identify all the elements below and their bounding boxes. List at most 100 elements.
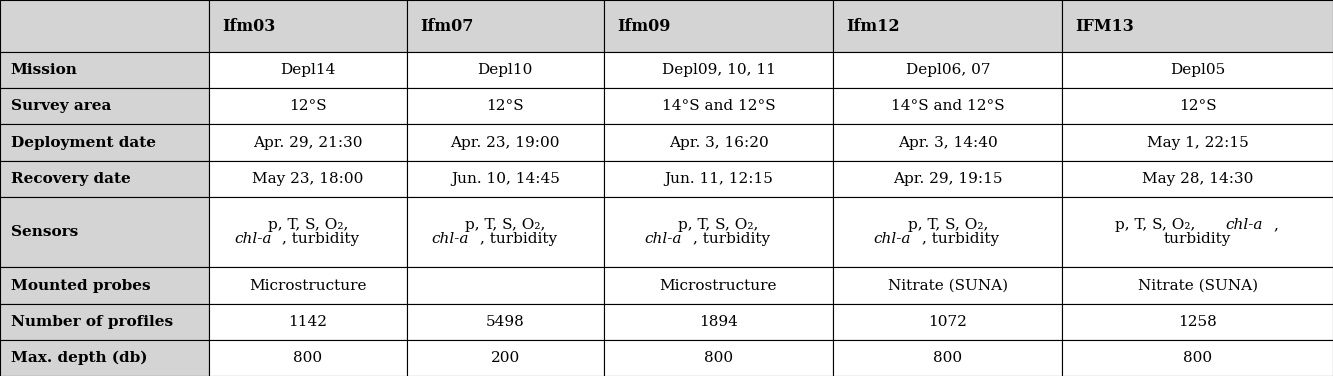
Text: Jun. 10, 14:45: Jun. 10, 14:45 <box>451 172 560 186</box>
Bar <box>209 304 407 340</box>
Text: Apr. 3, 16:20: Apr. 3, 16:20 <box>669 135 768 150</box>
Text: 800: 800 <box>1184 351 1212 365</box>
Text: Depl09, 10, 11: Depl09, 10, 11 <box>661 63 776 77</box>
Text: turbidity: turbidity <box>1164 232 1232 246</box>
Bar <box>0 88 209 124</box>
Bar <box>407 161 604 197</box>
Bar <box>209 340 407 376</box>
Bar <box>209 124 407 161</box>
Bar <box>833 0 1062 52</box>
Text: , turbidity: , turbidity <box>480 232 557 246</box>
Text: Depl06, 07: Depl06, 07 <box>905 63 990 77</box>
Bar <box>604 267 833 304</box>
Bar <box>1062 267 1333 304</box>
Text: Apr. 3, 14:40: Apr. 3, 14:40 <box>898 135 997 150</box>
Bar <box>833 304 1062 340</box>
Bar <box>407 0 604 52</box>
Text: Max. depth (db): Max. depth (db) <box>11 351 147 365</box>
Bar <box>604 88 833 124</box>
Text: May 1, 22:15: May 1, 22:15 <box>1146 135 1249 150</box>
Text: Depl10: Depl10 <box>477 63 533 77</box>
Text: chl-a: chl-a <box>432 232 469 246</box>
Bar <box>407 52 604 88</box>
Bar <box>833 340 1062 376</box>
Bar <box>407 267 604 304</box>
Bar <box>604 304 833 340</box>
Text: p, T, S, O₂,: p, T, S, O₂, <box>465 218 545 232</box>
Text: Apr. 23, 19:00: Apr. 23, 19:00 <box>451 135 560 150</box>
Bar <box>833 197 1062 267</box>
Text: 1258: 1258 <box>1178 315 1217 329</box>
Text: Mounted probes: Mounted probes <box>11 279 151 293</box>
Text: IFM13: IFM13 <box>1076 18 1134 35</box>
Bar <box>604 52 833 88</box>
Text: Nitrate (SUNA): Nitrate (SUNA) <box>1137 279 1258 293</box>
Text: p, T, S, O₂,: p, T, S, O₂, <box>268 218 348 232</box>
Bar <box>407 124 604 161</box>
Text: 1072: 1072 <box>928 315 968 329</box>
Bar <box>407 304 604 340</box>
Text: Apr. 29, 21:30: Apr. 29, 21:30 <box>253 135 363 150</box>
Text: Microstructure: Microstructure <box>660 279 777 293</box>
Text: Deployment date: Deployment date <box>11 135 156 150</box>
Bar <box>0 197 209 267</box>
Bar <box>833 267 1062 304</box>
Text: May 28, 14:30: May 28, 14:30 <box>1142 172 1253 186</box>
Bar <box>604 0 833 52</box>
Bar <box>209 88 407 124</box>
Bar <box>407 340 604 376</box>
Bar <box>0 161 209 197</box>
Text: Jun. 11, 12:15: Jun. 11, 12:15 <box>664 172 773 186</box>
Bar <box>604 340 833 376</box>
Bar <box>0 304 209 340</box>
Text: Ifm09: Ifm09 <box>617 18 670 35</box>
Text: 12°S: 12°S <box>1178 99 1217 113</box>
Bar <box>0 340 209 376</box>
Bar <box>209 197 407 267</box>
Bar <box>407 197 604 267</box>
Bar <box>1062 88 1333 124</box>
Text: Nitrate (SUNA): Nitrate (SUNA) <box>888 279 1008 293</box>
Bar <box>604 124 833 161</box>
Text: 1142: 1142 <box>288 315 328 329</box>
Text: Ifm07: Ifm07 <box>420 18 473 35</box>
Text: 5498: 5498 <box>485 315 525 329</box>
Text: chl-a: chl-a <box>645 232 682 246</box>
Text: 800: 800 <box>933 351 962 365</box>
Text: Apr. 29, 19:15: Apr. 29, 19:15 <box>893 172 1002 186</box>
Text: p, T, S, O₂,: p, T, S, O₂, <box>678 218 758 232</box>
Text: 12°S: 12°S <box>487 99 524 113</box>
Bar <box>1062 52 1333 88</box>
Bar <box>209 52 407 88</box>
Text: Microstructure: Microstructure <box>249 279 367 293</box>
Text: p, T, S, O₂,: p, T, S, O₂, <box>908 218 988 232</box>
Text: May 23, 18:00: May 23, 18:00 <box>252 172 364 186</box>
Bar <box>1062 124 1333 161</box>
Bar <box>0 267 209 304</box>
Text: 14°S and 12°S: 14°S and 12°S <box>661 99 776 113</box>
Bar <box>407 88 604 124</box>
Text: Survey area: Survey area <box>11 99 111 113</box>
Text: Ifm12: Ifm12 <box>846 18 900 35</box>
Text: chl-a: chl-a <box>1225 218 1262 232</box>
Text: chl-a: chl-a <box>235 232 272 246</box>
Text: Depl14: Depl14 <box>280 63 336 77</box>
Text: Mission: Mission <box>11 63 77 77</box>
Text: , turbidity: , turbidity <box>693 232 770 246</box>
Bar <box>833 161 1062 197</box>
Text: Recovery date: Recovery date <box>11 172 131 186</box>
Text: Number of profiles: Number of profiles <box>11 315 173 329</box>
Text: ,: , <box>1274 218 1278 232</box>
Bar <box>0 124 209 161</box>
Text: 1894: 1894 <box>698 315 738 329</box>
Bar <box>0 0 209 52</box>
Bar <box>833 52 1062 88</box>
Bar <box>1062 161 1333 197</box>
Text: Sensors: Sensors <box>11 225 77 239</box>
Bar <box>209 0 407 52</box>
Text: Ifm03: Ifm03 <box>223 18 276 35</box>
Bar <box>209 267 407 304</box>
Bar <box>1062 197 1333 267</box>
Text: 800: 800 <box>293 351 323 365</box>
Text: p, T, S, O₂,: p, T, S, O₂, <box>1116 218 1201 232</box>
